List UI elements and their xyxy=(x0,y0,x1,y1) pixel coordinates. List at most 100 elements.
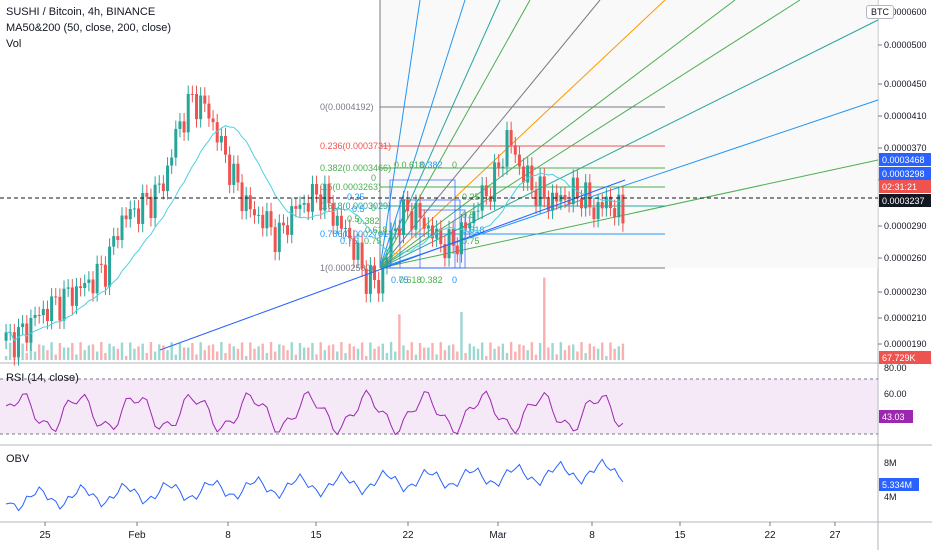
candle-body xyxy=(29,317,33,343)
candle-body xyxy=(335,215,339,226)
price-tick-label: 0.0000230 xyxy=(884,287,927,297)
candle-body xyxy=(596,202,600,220)
candle-body xyxy=(447,229,451,259)
candle-body xyxy=(207,103,211,119)
volume-bar xyxy=(373,348,376,360)
candle-body xyxy=(422,217,426,229)
candle-body xyxy=(356,242,360,260)
candle-body xyxy=(480,185,484,211)
volume-bar xyxy=(311,343,314,360)
candle-body xyxy=(108,246,112,287)
fib-short-label: 0.5 xyxy=(352,204,365,214)
candle-body xyxy=(195,93,199,120)
volume-bar xyxy=(572,344,575,360)
candle-body xyxy=(211,118,215,123)
volume-bar xyxy=(133,348,136,360)
candle-body xyxy=(439,228,443,245)
price-badge xyxy=(879,351,931,364)
fib-short-label: 0 xyxy=(452,275,457,285)
price-badge xyxy=(879,167,931,180)
candle-body xyxy=(584,182,588,209)
ma-indicator-label: MA50&200 (50, close, 200, close) xyxy=(6,22,172,34)
candle-body xyxy=(116,236,120,240)
candle-body xyxy=(410,211,414,230)
fib-short-label: 0.618 xyxy=(462,225,485,235)
candle-body xyxy=(580,198,584,209)
volume-bar xyxy=(509,342,513,360)
price-tick-label: 0.0000450 xyxy=(884,79,927,89)
candle-body xyxy=(302,203,306,205)
candle-body xyxy=(513,145,517,155)
fib-short-label: 0.25 xyxy=(347,192,365,202)
volume-bar xyxy=(42,345,45,360)
volume-bar xyxy=(253,348,256,360)
volume-bar xyxy=(381,343,385,360)
candle-body xyxy=(161,183,165,192)
candle-body xyxy=(509,130,513,146)
candle-body xyxy=(310,183,314,212)
volume-bar xyxy=(443,350,447,360)
volume-bar xyxy=(58,342,62,360)
candle-body xyxy=(257,214,261,216)
currency-badge[interactable]: BTC xyxy=(866,5,894,19)
time-tick-label: 8 xyxy=(589,530,595,541)
candle-body xyxy=(592,207,596,220)
volume-bar xyxy=(514,351,517,360)
volume-bar xyxy=(414,354,418,360)
volume-bar xyxy=(302,347,306,360)
volume-bar xyxy=(79,342,82,360)
volume-bar xyxy=(178,342,182,360)
time-tick-label: 8 xyxy=(225,530,231,541)
candle-body xyxy=(199,95,203,120)
candle-body xyxy=(613,208,617,218)
candle-body xyxy=(389,230,393,258)
volume-bar xyxy=(249,342,252,360)
candle-body xyxy=(153,184,157,219)
candle-body xyxy=(112,236,116,247)
candle-body xyxy=(464,222,468,229)
volume-bar xyxy=(601,342,604,360)
volume-bar xyxy=(50,342,53,360)
volume-bar xyxy=(402,345,405,360)
candle-body xyxy=(12,332,16,358)
price-badge-label: 0.0003468 xyxy=(882,155,925,165)
obv-line xyxy=(5,458,624,512)
candle-body xyxy=(186,93,190,133)
volume-bar xyxy=(460,312,463,360)
candle-body xyxy=(248,195,252,210)
candle-body xyxy=(45,308,49,322)
volume-bar xyxy=(207,345,211,360)
candle-body xyxy=(617,194,621,218)
volume-bar xyxy=(33,351,37,360)
volume-bar xyxy=(66,347,70,360)
volume-bar xyxy=(232,346,235,360)
fib-fan-line xyxy=(379,99,879,269)
volume-bar xyxy=(584,353,587,360)
candle-body xyxy=(414,203,418,230)
candle-body xyxy=(418,203,422,218)
volume-bar xyxy=(348,343,351,360)
volume-bar xyxy=(120,342,124,360)
fib-level-label: 0(0.0004192) xyxy=(320,102,374,112)
candle-body xyxy=(621,194,625,224)
rsi-badge-label: 43.03 xyxy=(882,412,905,422)
fib-short-label: 0.0.618 xyxy=(394,160,424,170)
volume-bar xyxy=(87,345,91,360)
fib-short-label: 0.382 xyxy=(357,216,380,226)
volume-bar xyxy=(116,348,120,360)
candle-body xyxy=(41,308,45,316)
fib-fan-line xyxy=(379,0,736,269)
volume-bar xyxy=(124,355,128,360)
time-tick-label: 27 xyxy=(829,530,841,541)
price-tick-label: 0.0000210 xyxy=(884,313,927,323)
volume-bar xyxy=(588,343,592,360)
fib-short-label: 0.618 xyxy=(365,225,388,235)
volume-bar xyxy=(518,344,521,360)
candle-body xyxy=(170,157,174,166)
volume-bar xyxy=(9,342,12,360)
candle-body xyxy=(215,122,219,143)
volume-bar xyxy=(435,354,438,360)
volume-bar xyxy=(340,342,343,360)
volume-bar xyxy=(555,354,558,360)
